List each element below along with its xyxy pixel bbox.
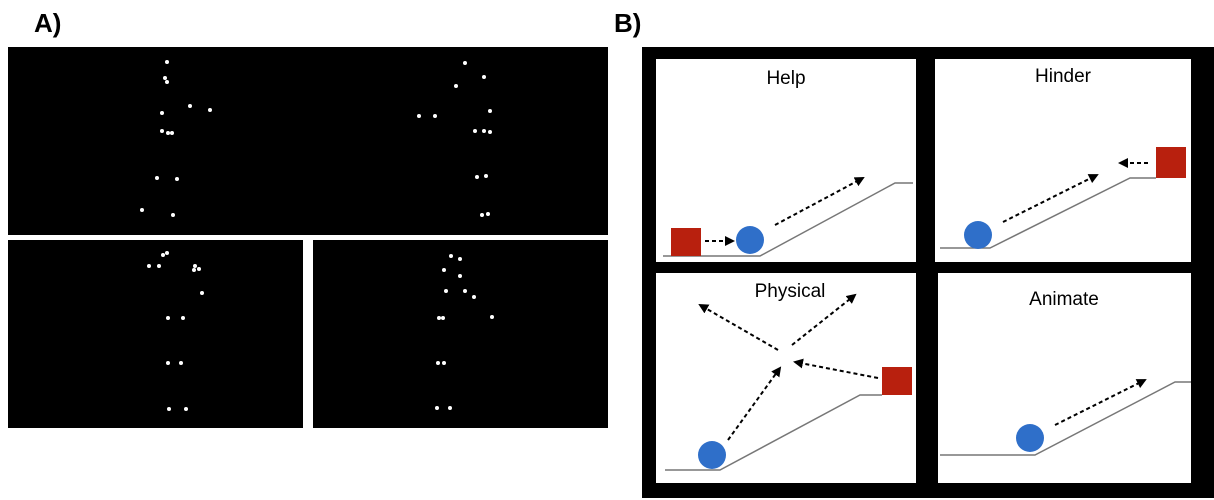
physical-cell: Physical	[656, 273, 916, 483]
cell-title: Physical	[755, 281, 826, 302]
cell-title: Animate	[1029, 289, 1099, 310]
help-cell: Help	[656, 59, 916, 262]
panel-label: A)	[34, 8, 61, 38]
cell-title: Hinder	[1035, 66, 1092, 87]
panel-label: B)	[614, 8, 641, 38]
hinder-cell: Hinder	[935, 59, 1191, 262]
animate-cell: Animate	[938, 273, 1191, 483]
point-light-displays	[8, 47, 608, 428]
cell-title: Help	[766, 68, 805, 89]
